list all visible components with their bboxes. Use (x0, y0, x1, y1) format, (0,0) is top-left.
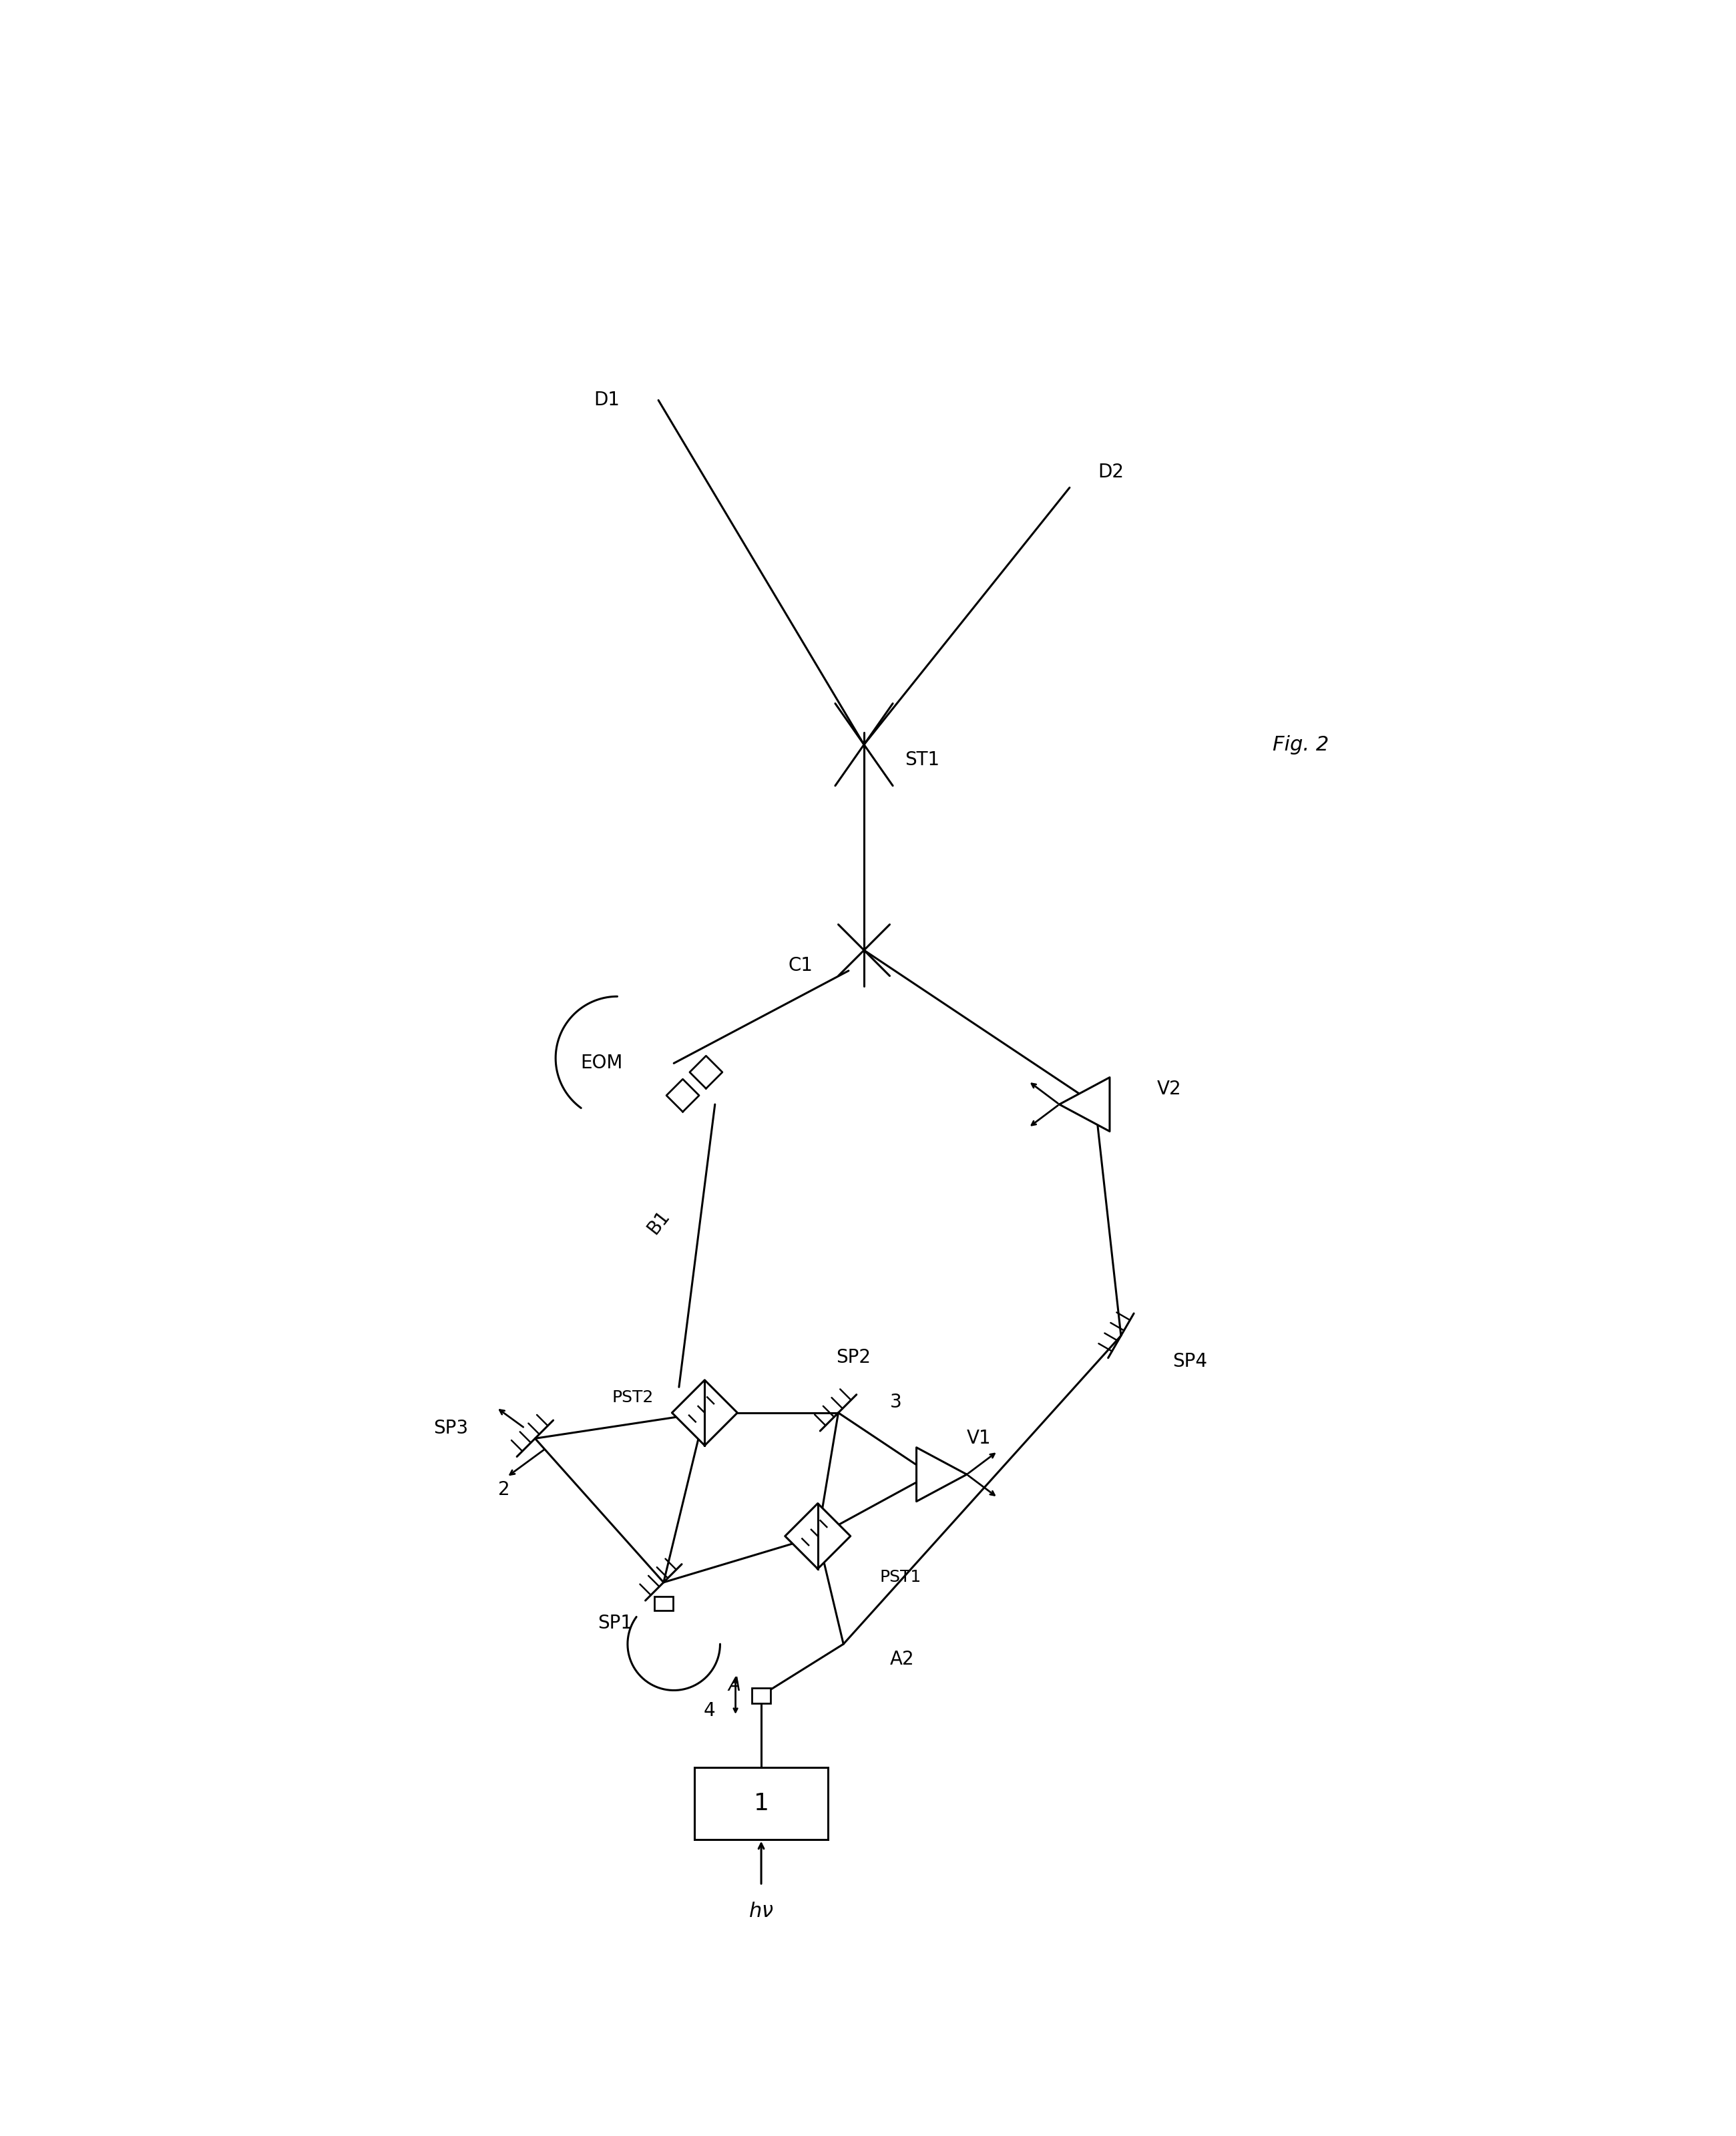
Text: 3: 3 (889, 1393, 901, 1412)
Text: SP1: SP1 (597, 1615, 632, 1632)
Text: V2: V2 (1156, 1079, 1182, 1098)
Polygon shape (917, 1448, 967, 1502)
Text: D2: D2 (1097, 464, 1123, 481)
Bar (654, 1596, 674, 1611)
Text: h$\nu$: h$\nu$ (748, 1901, 774, 1920)
Text: PST2: PST2 (611, 1388, 653, 1405)
Bar (752, 1687, 771, 1702)
Text: SP3: SP3 (434, 1418, 469, 1438)
Text: SP4: SP4 (1172, 1352, 1207, 1371)
Polygon shape (667, 1079, 700, 1113)
Polygon shape (672, 1380, 738, 1446)
Text: A2: A2 (889, 1651, 915, 1668)
Text: D1: D1 (594, 391, 620, 410)
Text: A: A (727, 1677, 741, 1694)
Polygon shape (689, 1055, 722, 1089)
Text: B1: B1 (644, 1207, 674, 1239)
Polygon shape (1059, 1077, 1109, 1132)
Polygon shape (785, 1504, 851, 1568)
Text: 1: 1 (753, 1792, 769, 1816)
Text: EOM: EOM (580, 1053, 623, 1072)
Text: Fig. 2: Fig. 2 (1272, 735, 1330, 754)
Text: SP2: SP2 (837, 1348, 871, 1367)
Text: C1: C1 (788, 957, 812, 974)
Text: V1: V1 (967, 1429, 991, 1448)
Text: PST1: PST1 (880, 1570, 922, 1585)
Text: 2: 2 (498, 1480, 510, 1499)
Text: ST1: ST1 (904, 750, 939, 769)
Text: 4: 4 (703, 1702, 715, 1719)
Bar (694, 1766, 828, 1839)
